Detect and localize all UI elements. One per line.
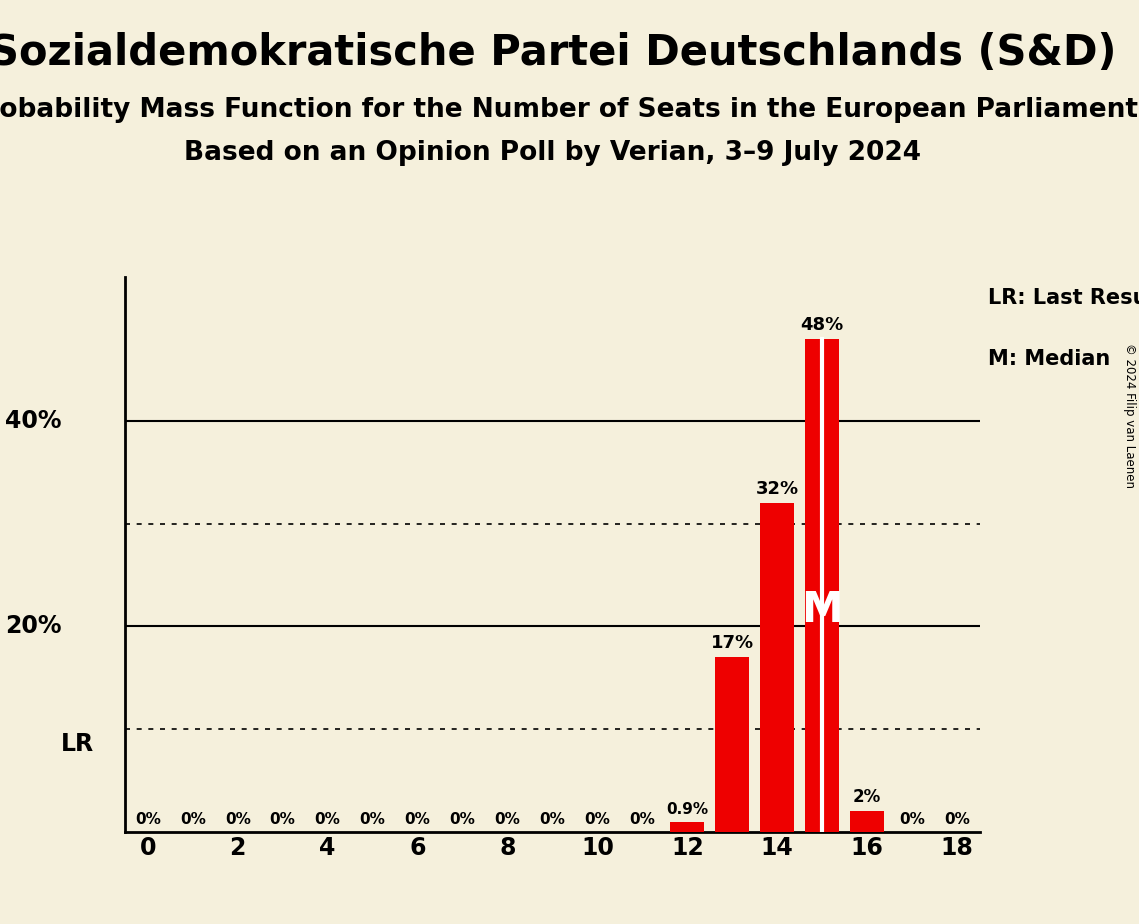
Bar [671, 822, 704, 832]
Text: 2%: 2% [853, 788, 882, 806]
Text: 0%: 0% [314, 812, 341, 828]
Bar [715, 657, 749, 832]
Text: 0%: 0% [360, 812, 385, 828]
Text: LR: LR [62, 733, 95, 757]
Text: 0%: 0% [450, 812, 475, 828]
Text: 40%: 40% [5, 409, 62, 433]
Text: Based on an Opinion Poll by Verian, 3–9 July 2024: Based on an Opinion Poll by Verian, 3–9 … [183, 140, 921, 166]
Text: M: M [802, 589, 843, 631]
Text: 0%: 0% [224, 812, 251, 828]
Text: Probability Mass Function for the Number of Seats in the European Parliament: Probability Mass Function for the Number… [0, 97, 1138, 123]
Text: 20%: 20% [5, 614, 62, 638]
Text: M: Median: M: Median [988, 349, 1111, 370]
Text: 0%: 0% [494, 812, 521, 828]
Text: 48%: 48% [801, 316, 844, 334]
Text: Sozialdemokratische Partei Deutschlands (S&D): Sozialdemokratische Partei Deutschlands … [0, 32, 1116, 74]
Bar [805, 339, 839, 832]
Text: 0%: 0% [180, 812, 206, 828]
Text: 0%: 0% [134, 812, 161, 828]
Bar [851, 811, 884, 832]
Text: 0%: 0% [540, 812, 565, 828]
Text: 0%: 0% [404, 812, 431, 828]
Text: 0%: 0% [270, 812, 296, 828]
Text: 0.9%: 0.9% [666, 802, 708, 817]
Text: 0%: 0% [630, 812, 655, 828]
Text: 32%: 32% [755, 480, 798, 498]
Text: LR: Last Result: LR: Last Result [988, 288, 1139, 309]
Text: © 2024 Filip van Laenen: © 2024 Filip van Laenen [1123, 344, 1137, 488]
Text: 17%: 17% [711, 634, 754, 652]
Text: 0%: 0% [899, 812, 925, 828]
Bar [761, 503, 794, 832]
Text: 0%: 0% [584, 812, 611, 828]
Text: 0%: 0% [944, 812, 970, 828]
